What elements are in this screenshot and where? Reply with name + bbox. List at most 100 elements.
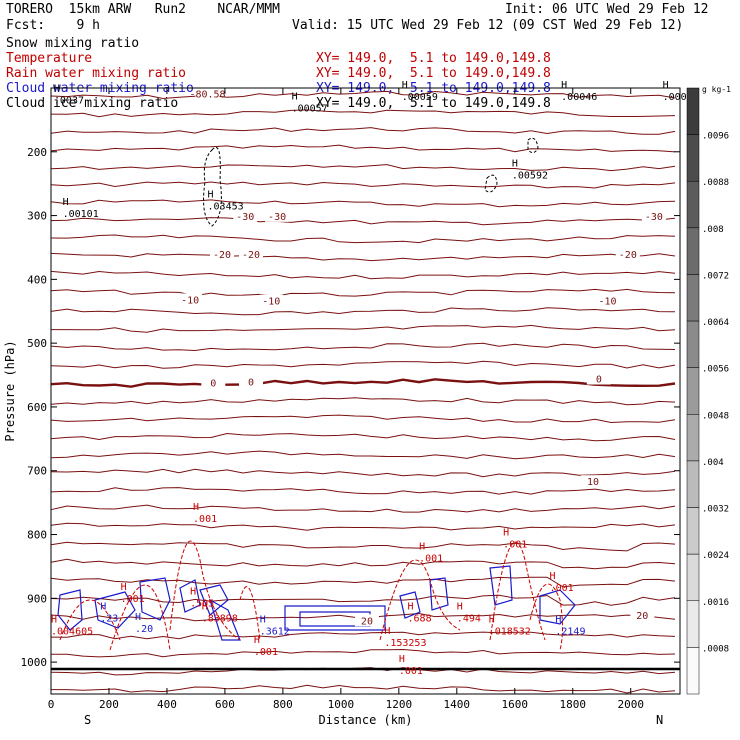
temperature-contours [50, 90, 680, 694]
y-tick-label: 800 [27, 529, 47, 542]
y-tick-label: 500 [27, 337, 47, 350]
label-mask [239, 375, 264, 388]
isotherm [50, 164, 676, 172]
temperature-contour-label: -30 [236, 212, 254, 223]
maximum-value-label: .001 [399, 666, 423, 677]
colorbar-segment [686, 367, 700, 415]
maximum-value-label: .00046 [561, 92, 597, 103]
field-label-cloud-ice: Cloud ice mixing ratio [6, 96, 179, 111]
x-end-label-right: N [656, 713, 663, 727]
high-marker: H [561, 80, 567, 91]
cloud-ice-contour [484, 174, 498, 193]
temperature-contour-label: -10 [262, 297, 280, 308]
maximum-value-label: .00057 [292, 103, 328, 114]
isotherm [50, 217, 676, 226]
high-marker: H [260, 614, 266, 625]
high-marker: H [489, 614, 495, 625]
valid-time: Valid: 15 UTC Wed 29 Feb 12 (09 CST Wed … [292, 18, 684, 33]
colorbar-segment [686, 460, 700, 508]
colorbar-tick-label: .0008 [702, 644, 729, 654]
rain-water-contour [489, 541, 546, 641]
maximum-value-label: .3612 [260, 626, 290, 637]
maximum-value-label: .83898 [202, 614, 238, 625]
x-tick-label: 1400 [444, 698, 471, 711]
isotherm [50, 90, 676, 100]
colorbar-segment [686, 320, 700, 368]
temperature-contour-label: -20 [242, 250, 260, 261]
label-mask [586, 372, 611, 385]
high-marker: H [399, 654, 405, 665]
maximum-value-label: .23 [100, 614, 118, 625]
rain-water-contour [379, 559, 461, 641]
colorbar-tick-label: .004 [702, 458, 724, 468]
maximum-value-label: .004605 [51, 626, 93, 637]
cloud-water-contour [57, 589, 83, 631]
y-tick-label: 700 [27, 465, 47, 478]
isotherm [51, 684, 676, 694]
y-tick-label: 1000 [21, 656, 48, 669]
axes: 0 200 400 600 800 1000 1200 1400 1600 1800 2000200… [3, 87, 681, 727]
temperature-contour-label: -20 [619, 250, 637, 261]
isotherm [50, 234, 676, 244]
label-mask [178, 293, 203, 306]
isotherm [50, 127, 676, 135]
colorbar-segment [686, 600, 700, 648]
high-marker: H [408, 602, 414, 613]
isotherm [51, 648, 676, 658]
isotherm [50, 360, 676, 369]
maximum-value-label: .0037 [54, 96, 84, 107]
isotherm [51, 324, 676, 333]
label-mask [233, 209, 258, 222]
temperature-contour-label: -30 [268, 212, 286, 223]
temperature-contour-label: -30 [645, 212, 663, 223]
cloud-water-contour [94, 591, 136, 629]
label-mask [259, 294, 284, 307]
x-tick-label: 0 [48, 698, 55, 711]
cloud-water-contour [399, 591, 421, 619]
x-tick-label: 2000 [617, 698, 644, 711]
y-tick-label: 400 [27, 273, 47, 286]
temperature-contour-label: 0 [210, 378, 216, 389]
x-tick-label: 1000 [328, 698, 355, 711]
cloud-water-contour [139, 577, 171, 621]
maximum-value-label: .001 [193, 514, 217, 525]
x-tick-label: 1200 [386, 698, 413, 711]
maximum-value-label: .00059 [402, 92, 438, 103]
label-mask [615, 248, 640, 261]
colorbar-tick-label: .0088 [702, 178, 729, 188]
temperature-contour-label: -20 [213, 250, 231, 261]
high-marker: H [384, 626, 390, 637]
isotherm [50, 631, 676, 640]
isotherm [50, 397, 676, 406]
rain-water-contour [529, 583, 563, 651]
rain-water-contour [169, 540, 241, 641]
isotherm [50, 468, 676, 478]
isotherm [50, 487, 676, 495]
x-tick-label: 1800 [560, 698, 587, 711]
y-tick-label: 300 [27, 210, 47, 223]
high-marker: H [402, 80, 408, 91]
label-mask [630, 609, 655, 622]
isotherm [50, 576, 676, 588]
isotherm [50, 288, 676, 297]
maximum-value-label: .153253 [384, 638, 426, 649]
field-xy-cloud-ice: XY= 149.0, 5.1 to 149.0,149.8 [316, 96, 551, 111]
high-marker: H [457, 602, 463, 613]
cloud-ice-contour [527, 137, 539, 154]
high-marker: H [121, 582, 127, 593]
high-marker: H [100, 602, 106, 613]
maximum-value-label: .001 [254, 647, 278, 658]
colorbar-segment [686, 274, 700, 322]
high-marker: H [51, 614, 57, 625]
high-marker: H [512, 158, 518, 169]
x-tick-label: 400 [157, 698, 177, 711]
colorbar: .0096 .0088 .008 .0072 .0064 .0056 .0048 .004 .0… [686, 85, 731, 695]
isotherm [50, 252, 676, 262]
high-marker: H [550, 571, 556, 582]
colorbar-segment [686, 180, 700, 229]
label-mask [354, 614, 379, 627]
x-end-label-left: S [84, 713, 91, 727]
colorbar-segment [686, 553, 700, 602]
colorbar-segment [686, 414, 700, 462]
